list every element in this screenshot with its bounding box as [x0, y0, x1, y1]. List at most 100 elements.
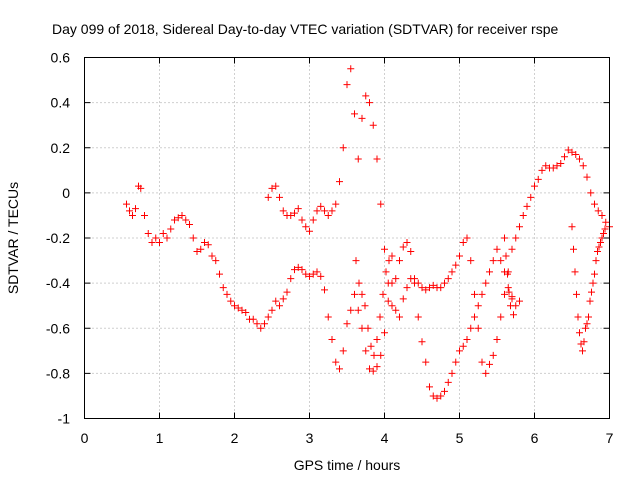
data-point: [568, 148, 576, 156]
data-point: [459, 239, 467, 247]
plot-frame: [84, 57, 610, 419]
data-point: [508, 245, 516, 253]
data-point: [433, 394, 441, 402]
data-point: [388, 302, 396, 310]
data-point: [585, 313, 592, 321]
data-point: [441, 279, 448, 287]
data-point: [317, 202, 325, 210]
data-point: [448, 369, 456, 377]
data-point: [388, 252, 396, 260]
x-tick-label: 6: [531, 430, 539, 446]
data-point: [576, 329, 583, 337]
data-point: [549, 164, 557, 172]
x-tick-label: 2: [231, 430, 239, 446]
data-point: [137, 184, 145, 192]
data-point: [531, 182, 538, 190]
data-point: [504, 270, 511, 278]
data-point: [364, 324, 372, 332]
data-point: [592, 257, 600, 265]
data-point: [352, 257, 360, 265]
data-point: [355, 279, 363, 287]
data-point: [294, 205, 302, 213]
data-point: [489, 351, 497, 359]
data-point: [171, 216, 178, 224]
data-point: [448, 268, 456, 276]
data-point: [452, 261, 460, 269]
data-point: [392, 306, 400, 314]
data-point: [204, 241, 212, 249]
data-point: [586, 297, 594, 305]
data-point: [399, 295, 407, 303]
data-point: [148, 239, 156, 247]
y-tick-label: -0.4: [46, 275, 70, 291]
data-point: [422, 286, 430, 294]
data-point: [399, 243, 407, 251]
data-point: [324, 211, 332, 219]
data-point: [591, 270, 598, 278]
data-point: [328, 207, 336, 215]
data-point: [264, 193, 272, 201]
data-point: [534, 175, 542, 183]
data-point: [216, 270, 223, 278]
data-point: [129, 211, 136, 219]
data-point: [441, 387, 448, 395]
data-point: [313, 268, 321, 276]
data-point: [437, 284, 445, 292]
data-point: [197, 245, 205, 253]
data-point: [512, 234, 520, 242]
data-point: [456, 252, 463, 260]
data-point: [370, 351, 378, 359]
data-point: [332, 200, 340, 208]
series-track-d: [352, 252, 396, 359]
data-point: [261, 320, 268, 328]
data-point: [571, 268, 579, 276]
data-point: [426, 383, 433, 391]
data-point: [376, 313, 384, 321]
data-point: [459, 342, 467, 350]
data-point: [298, 266, 306, 274]
series-track-a: [123, 182, 523, 402]
data-point: [339, 144, 347, 152]
data-point: [589, 279, 597, 287]
data-point: [579, 162, 587, 170]
data-point: [381, 329, 388, 337]
data-point: [377, 351, 385, 359]
data-point: [201, 239, 208, 247]
data-point: [268, 306, 276, 314]
data-point: [519, 211, 527, 219]
data-point: [411, 275, 418, 283]
data-point: [242, 308, 250, 316]
chart-title: Day 099 of 2018, Sidereal Day-to-day VTE…: [52, 21, 558, 37]
data-point: [557, 160, 565, 168]
data-point: [452, 358, 460, 366]
data-point: [486, 268, 493, 276]
data-point: [238, 306, 246, 314]
data-point: [493, 336, 501, 344]
data-point: [588, 288, 595, 296]
data-point: [474, 324, 482, 332]
data-point: [253, 320, 261, 328]
grid-lines: [84, 57, 610, 419]
data-point: [309, 216, 317, 224]
data-point: [582, 324, 589, 332]
data-point: [463, 234, 471, 242]
data-point: [426, 284, 433, 292]
data-point: [516, 297, 523, 305]
data-point: [317, 272, 325, 280]
x-tick-label: 7: [606, 430, 614, 446]
data-point: [422, 358, 430, 366]
data-point: [493, 245, 501, 253]
data-point: [272, 297, 280, 305]
data-point: [407, 248, 415, 256]
data-point: [358, 114, 366, 122]
x-tick-label: 5: [456, 430, 464, 446]
data-point: [429, 392, 437, 400]
data-point: [354, 155, 362, 163]
data-point: [291, 266, 298, 274]
data-point: [600, 229, 607, 237]
data-point: [367, 342, 375, 350]
data-point: [361, 302, 369, 310]
data-point: [208, 252, 216, 260]
data-point: [591, 200, 598, 208]
data-point: [358, 324, 366, 332]
